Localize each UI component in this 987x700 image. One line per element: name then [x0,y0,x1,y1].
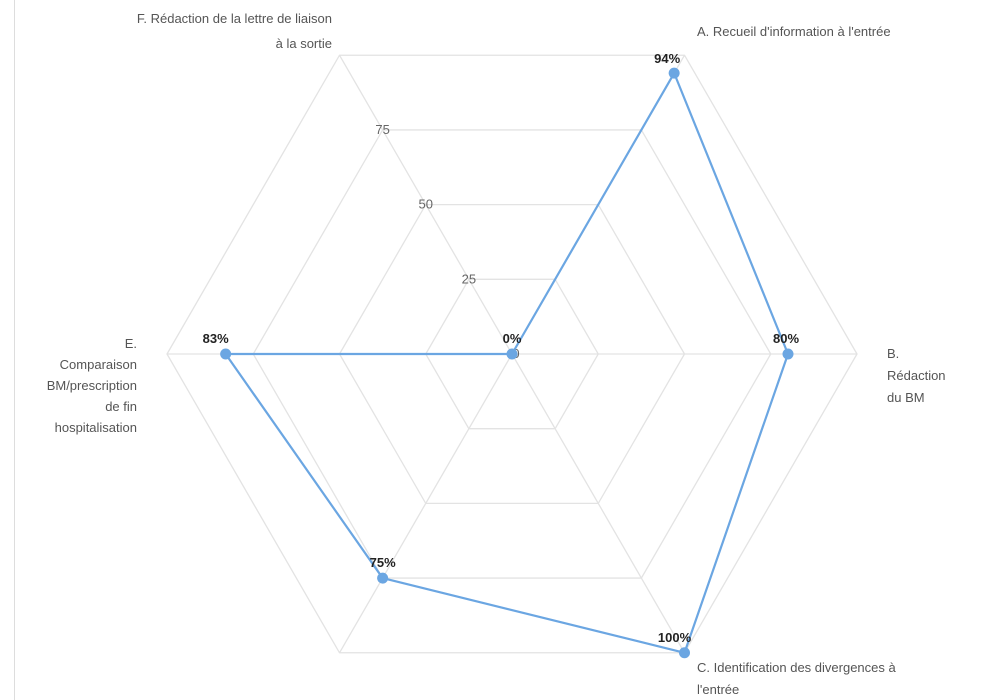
data-point-4 [220,348,232,360]
axis-label-2-line-0: C. Identification des divergences à [697,660,896,675]
r-tick-label-3: 75 [375,122,389,137]
grid-spoke-3 [338,353,513,654]
data-label-5: 0% [503,331,522,346]
axis-label-0: A. Recueil d'information à l'entrée [697,24,891,39]
data-point-0 [668,67,680,79]
axis-label-5-line-0: F. Rédaction de la lettre de liaison [137,11,332,26]
axis-label-2-line-1: l'entrée [697,682,739,697]
axis-label-4-line-4: hospitalisation [55,420,137,435]
data-point-1 [782,348,794,360]
left-page-edge [0,0,15,700]
data-point-5 [506,348,518,360]
grid-spoke-5 [338,54,513,355]
r-tick-label-2: 50 [419,197,433,212]
axis-label-4-line-1: Comparaison [60,357,137,372]
axis-label-1-line-1: Rédaction [887,368,946,383]
data-point-3 [377,572,389,584]
axis-label-4-line-0: E. [125,336,137,351]
data-label-1: 80% [773,331,799,346]
axis-label-5: F. Rédaction de la lettre de liaison à la… [137,11,332,51]
axis-label-4-line-3: de fin [105,399,137,414]
r-tick-label-1: 25 [462,271,476,286]
axis-label-1-line-2: du BM [887,390,925,405]
data-label-4: 83% [203,331,229,346]
data-label-2: 100% [658,630,692,645]
data-label-0: 94% [654,51,680,66]
axis-label-1-line-0: B. [887,346,899,361]
axis-label-4: E. Comparaison BM/prescription de fin hospit… [47,336,137,435]
axis-label-0-line-0: A. Recueil d'information à l'entrée [697,24,891,39]
axis-label-4-line-2: BM/prescription [47,378,137,393]
data-label-3: 75% [370,555,396,570]
grid-spoke-2 [511,353,686,654]
axis-label-2: C. Identification des divergences à l'ent… [697,660,896,697]
data-point-2 [679,647,690,659]
axis-label-1: B. Rédaction du BM [887,346,946,405]
axis-label-5-line-1: à la sortie [276,36,332,51]
